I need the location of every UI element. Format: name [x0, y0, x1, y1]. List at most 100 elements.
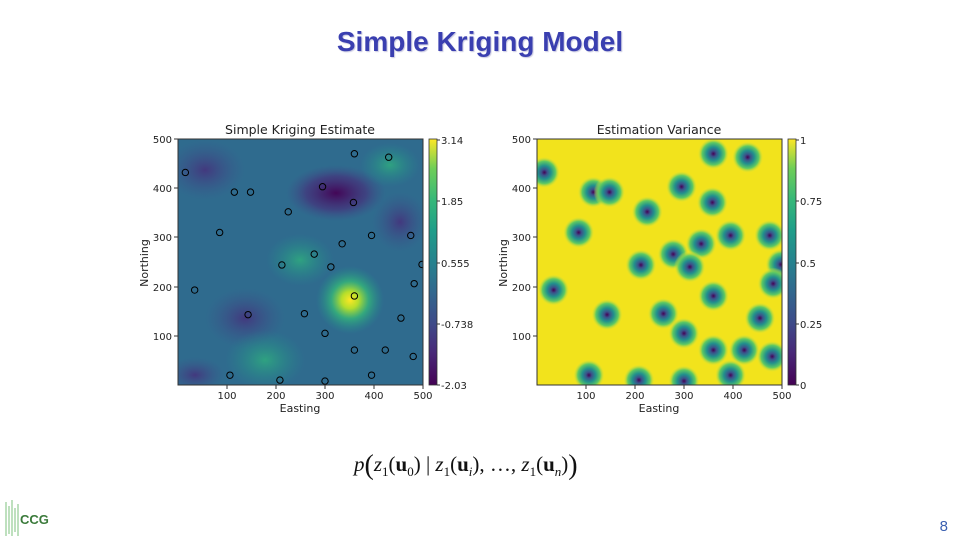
variance-x-tick: 500 [772, 391, 791, 402]
estimate-y-label: Northing [138, 239, 151, 287]
data-point-marker [230, 188, 239, 196]
data-point-marker [385, 153, 393, 161]
estimate-y-tick: 200 [153, 283, 172, 294]
estimate-map [178, 139, 423, 385]
estimate-colorbar-tick: 0.555 [441, 259, 470, 270]
estimate-colorbar-tick: 3.14 [441, 136, 463, 147]
data-point-marker [410, 279, 418, 288]
variance-hole [728, 334, 761, 367]
variance-hole [562, 216, 595, 249]
variance-hole [697, 139, 730, 170]
variance-colorbar: 1 0.75 0.5 0.25 0 [787, 136, 822, 392]
variance-hole [697, 279, 730, 312]
variance-hole [673, 250, 706, 283]
variance-hole [697, 334, 730, 367]
estimate-x-tick: 200 [266, 391, 285, 402]
probability-formula: p(z1(u0) | z1(ui), …, z1(un)) [354, 450, 578, 481]
estimate-y-tick: 400 [153, 184, 172, 195]
variance-hole [714, 359, 747, 385]
estimate-x-tick: 300 [315, 391, 334, 402]
variance-panel: Estimation Variance 100 200 300 400 500 … [497, 122, 822, 415]
variance-hole [731, 141, 764, 174]
variance-x-tick: 400 [723, 391, 742, 402]
data-point-marker [181, 168, 190, 177]
ccg-logo-text: CCG [20, 512, 49, 527]
data-point-marker [300, 309, 309, 318]
variance-map [537, 139, 782, 385]
estimate-colorbar-tick: 1.85 [441, 197, 463, 208]
ccg-logo: CCG [2, 498, 66, 538]
variance-y-tick: 500 [512, 135, 531, 146]
data-point-marker [349, 198, 358, 207]
estimate-data-points [181, 150, 423, 385]
data-point-marker [367, 231, 376, 240]
data-point-marker [397, 314, 405, 322]
variance-hole [668, 317, 700, 350]
variance-title: Estimation Variance [597, 122, 722, 137]
variance-hole [631, 195, 664, 228]
variance-hole [757, 267, 782, 300]
estimate-x-tick: 100 [217, 391, 236, 402]
data-point-marker [350, 346, 359, 354]
variance-hole [753, 219, 782, 252]
data-point-marker [284, 208, 292, 216]
variance-x-axis: 100 200 300 400 500 Easting [576, 385, 792, 415]
data-point-marker [381, 346, 389, 354]
variance-hole [572, 359, 605, 385]
estimate-panel: Simple Kriging Estimate 100 200 300 4 [138, 122, 473, 415]
data-point-marker [310, 250, 318, 258]
variance-colorbar-tick: 0 [800, 381, 806, 392]
variance-hole [624, 248, 657, 281]
data-point-marker [407, 231, 415, 240]
variance-hole [622, 364, 655, 385]
variance-hole [668, 365, 700, 385]
data-point-marker [246, 188, 255, 196]
variance-hole [714, 219, 747, 252]
variance-holes [537, 139, 782, 385]
data-point-marker [418, 260, 423, 269]
variance-hole [593, 176, 626, 209]
estimate-x-tick: 500 [413, 391, 432, 402]
data-point-marker [367, 371, 376, 379]
variance-hole [647, 297, 680, 330]
variance-y-tick: 100 [512, 332, 531, 343]
estimate-x-axis: 100 200 300 400 500 Easting [217, 385, 433, 415]
data-point-marker [409, 352, 417, 361]
data-point-marker [276, 376, 284, 384]
estimate-colorbar: 3.14 1.85 0.555 -0.738 -2.03 [428, 136, 473, 392]
estimate-y-tick: 500 [153, 135, 172, 146]
ccg-logo-graphic: CCG [5, 500, 49, 536]
data-point-marker [318, 183, 327, 191]
variance-x-tick: 100 [576, 391, 595, 402]
estimate-colorbar-tick: -0.738 [441, 320, 473, 331]
estimate-y-tick: 300 [153, 233, 172, 244]
data-point-marker [338, 240, 346, 248]
slide-title: Simple Kriging Model [336, 26, 624, 57]
variance-colorbar-tick: 0.75 [800, 197, 822, 208]
variance-colorbar-tick: 1 [800, 136, 806, 147]
estimate-y-axis: 500 400 300 200 100 Northing [138, 135, 178, 343]
variance-hole [537, 156, 561, 189]
data-point-marker [350, 292, 359, 300]
data-point-marker [327, 263, 335, 271]
variance-y-tick: 200 [512, 283, 531, 294]
variance-hole [537, 274, 570, 307]
variance-x-tick: 300 [674, 391, 693, 402]
variance-y-tick: 400 [512, 184, 531, 195]
variance-colorbar-tick: 0.25 [800, 320, 822, 331]
variance-colorbar-tick: 0.5 [800, 259, 816, 270]
page-number: 8 [939, 518, 948, 535]
data-point-marker [321, 329, 329, 338]
estimate-x-tick: 400 [364, 391, 383, 402]
variance-y-tick: 300 [512, 233, 531, 244]
data-point-marker [190, 286, 199, 294]
estimate-y-tick: 100 [153, 332, 172, 343]
variance-x-label: Easting [639, 402, 680, 415]
data-point-marker [350, 150, 359, 158]
estimate-colorbar-tick: -2.03 [441, 381, 467, 392]
variance-hole [756, 340, 782, 373]
variance-y-axis: 500 400 300 200 100 Northing [497, 135, 537, 343]
data-point-marker [321, 377, 329, 385]
variance-hole [743, 302, 776, 335]
